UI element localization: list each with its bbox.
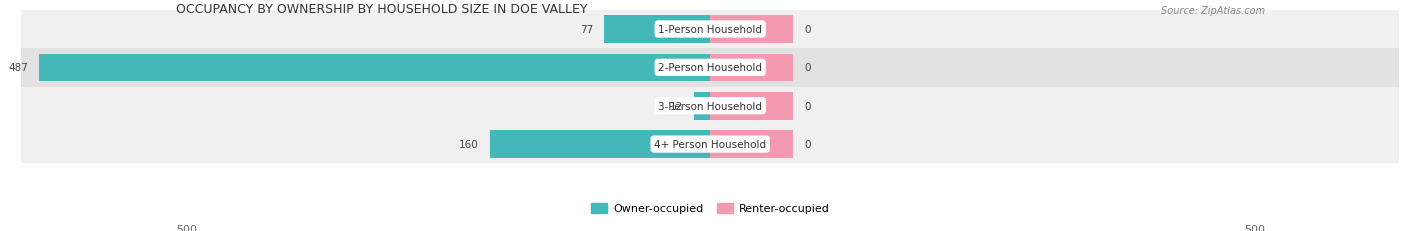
Bar [489, 131, 710, 158]
Text: 0: 0 [804, 63, 810, 73]
Bar [693, 92, 710, 120]
Text: 1-Person Household: 1-Person Household [658, 25, 762, 35]
Text: 77: 77 [579, 25, 593, 35]
Text: 0: 0 [804, 101, 810, 111]
Bar [710, 54, 793, 82]
Bar [605, 16, 710, 44]
Bar [21, 11, 1399, 49]
Text: 0: 0 [804, 25, 810, 35]
Bar [710, 92, 793, 120]
Text: 0: 0 [804, 140, 810, 149]
Text: 160: 160 [458, 140, 479, 149]
Bar [39, 54, 710, 82]
Bar [21, 87, 1399, 125]
Text: 500: 500 [1244, 224, 1265, 231]
Bar [21, 125, 1399, 164]
Text: 500: 500 [176, 224, 197, 231]
Text: 487: 487 [8, 63, 28, 73]
Legend: Owner-occupied, Renter-occupied: Owner-occupied, Renter-occupied [586, 198, 834, 218]
Bar [21, 49, 1399, 87]
Text: 4+ Person Household: 4+ Person Household [654, 140, 766, 149]
Text: 2-Person Household: 2-Person Household [658, 63, 762, 73]
Bar [710, 131, 793, 158]
Text: Source: ZipAtlas.com: Source: ZipAtlas.com [1161, 6, 1265, 16]
Bar [710, 16, 793, 44]
Text: 12: 12 [669, 101, 683, 111]
Text: 3-Person Household: 3-Person Household [658, 101, 762, 111]
Text: OCCUPANCY BY OWNERSHIP BY HOUSEHOLD SIZE IN DOE VALLEY: OCCUPANCY BY OWNERSHIP BY HOUSEHOLD SIZE… [176, 3, 588, 16]
